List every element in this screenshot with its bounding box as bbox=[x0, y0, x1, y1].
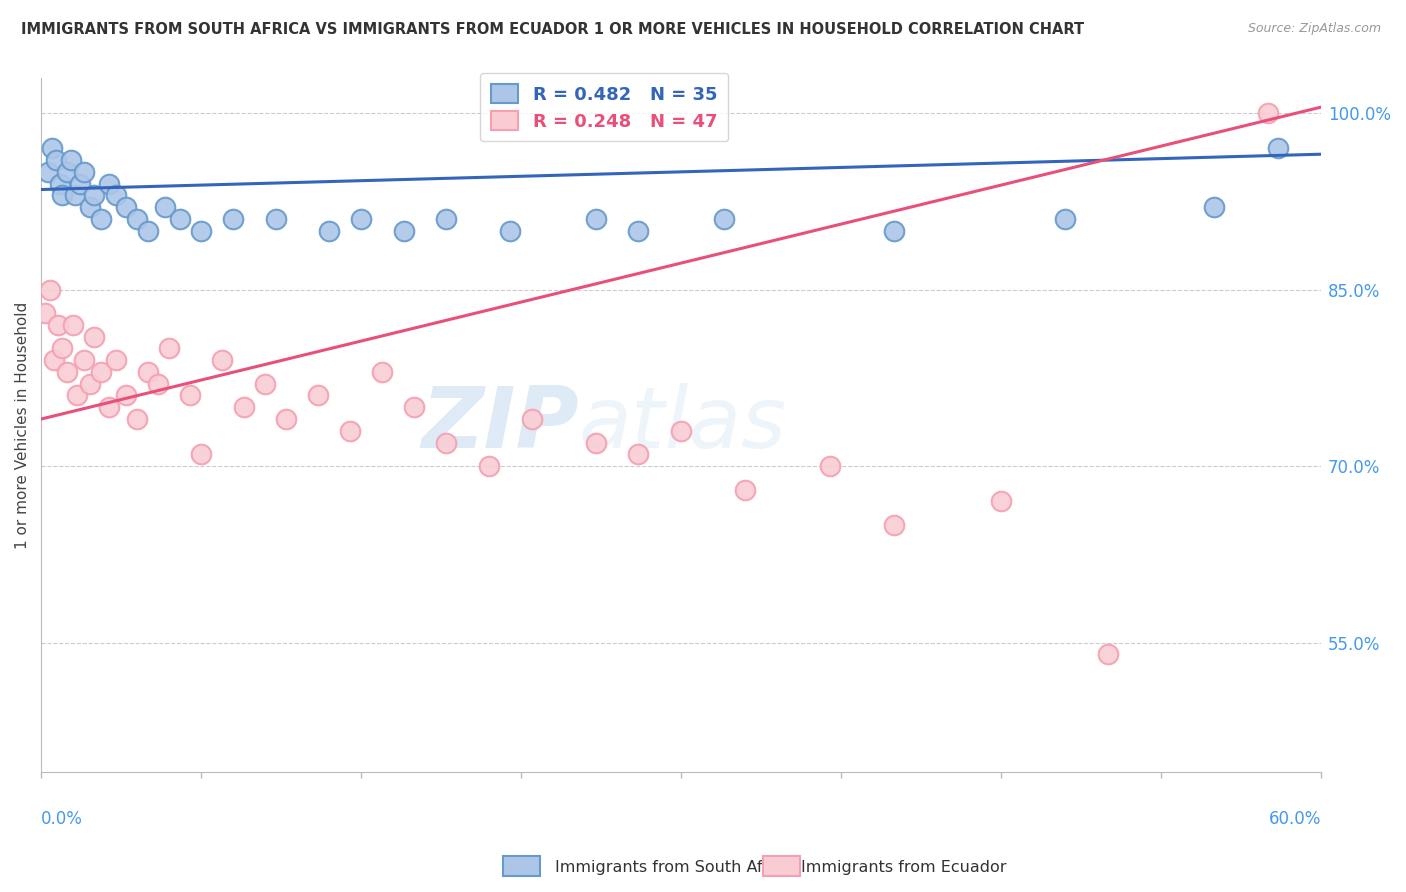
Point bbox=[350, 211, 373, 226]
Text: Immigrants from South Africa: Immigrants from South Africa bbox=[555, 860, 793, 874]
Point bbox=[83, 188, 105, 202]
Point bbox=[1267, 141, 1289, 155]
Point bbox=[38, 283, 60, 297]
Point bbox=[34, 306, 56, 320]
Text: IMMIGRANTS FROM SOUTH AFRICA VS IMMIGRANTS FROM ECUADOR 1 OR MORE VEHICLES IN HO: IMMIGRANTS FROM SOUTH AFRICA VS IMMIGRAN… bbox=[21, 22, 1084, 37]
Point bbox=[55, 165, 77, 179]
Point bbox=[79, 376, 101, 391]
Point bbox=[520, 412, 543, 426]
Point bbox=[45, 153, 67, 167]
Point bbox=[307, 388, 329, 402]
Point bbox=[136, 224, 159, 238]
Point bbox=[153, 200, 176, 214]
Text: Immigrants from Ecuador: Immigrants from Ecuador bbox=[801, 860, 1007, 874]
Point bbox=[115, 200, 138, 214]
Point bbox=[211, 353, 233, 368]
Point bbox=[436, 211, 458, 226]
Point bbox=[66, 388, 89, 402]
Text: 60.0%: 60.0% bbox=[1268, 810, 1322, 829]
Point bbox=[883, 518, 905, 533]
Point bbox=[1054, 211, 1077, 226]
Point bbox=[157, 342, 180, 356]
Point bbox=[478, 459, 501, 474]
Point bbox=[713, 211, 735, 226]
Point bbox=[318, 224, 340, 238]
Point bbox=[148, 376, 170, 391]
Point bbox=[90, 211, 112, 226]
Point bbox=[69, 177, 91, 191]
Point bbox=[339, 424, 361, 438]
Point bbox=[404, 401, 426, 415]
Point bbox=[669, 424, 692, 438]
Point bbox=[222, 211, 245, 226]
Point bbox=[62, 318, 84, 332]
Point bbox=[371, 365, 394, 379]
Point bbox=[585, 435, 607, 450]
Point bbox=[98, 177, 121, 191]
Point bbox=[59, 153, 82, 167]
Point bbox=[179, 388, 201, 402]
Point bbox=[1257, 106, 1279, 120]
Point bbox=[254, 376, 277, 391]
Point bbox=[65, 188, 87, 202]
Point bbox=[136, 365, 159, 379]
Text: Source: ZipAtlas.com: Source: ZipAtlas.com bbox=[1247, 22, 1381, 36]
Point bbox=[51, 188, 73, 202]
Point bbox=[232, 401, 254, 415]
Point bbox=[276, 412, 298, 426]
Point bbox=[169, 211, 191, 226]
Point bbox=[190, 447, 212, 461]
Y-axis label: 1 or more Vehicles in Household: 1 or more Vehicles in Household bbox=[15, 301, 30, 549]
Point bbox=[436, 435, 458, 450]
Point bbox=[1204, 200, 1226, 214]
Text: 0.0%: 0.0% bbox=[41, 810, 83, 829]
Point bbox=[55, 365, 77, 379]
Point bbox=[585, 211, 607, 226]
Point bbox=[98, 401, 121, 415]
Point bbox=[820, 459, 842, 474]
Point bbox=[83, 329, 105, 343]
Legend: R = 0.482   N = 35, R = 0.248   N = 47: R = 0.482 N = 35, R = 0.248 N = 47 bbox=[481, 73, 728, 142]
Text: atlas: atlas bbox=[579, 384, 787, 467]
Point bbox=[42, 353, 65, 368]
Point bbox=[115, 388, 138, 402]
Point bbox=[73, 165, 96, 179]
Point bbox=[264, 211, 287, 226]
Point bbox=[1097, 648, 1119, 662]
Point bbox=[883, 224, 905, 238]
Point bbox=[104, 353, 127, 368]
Point bbox=[990, 494, 1012, 508]
Point bbox=[734, 483, 756, 497]
Point bbox=[41, 141, 63, 155]
Point bbox=[46, 318, 69, 332]
Point bbox=[190, 224, 212, 238]
Point bbox=[37, 165, 59, 179]
Point bbox=[49, 177, 72, 191]
Point bbox=[104, 188, 127, 202]
Point bbox=[499, 224, 522, 238]
Text: ZIP: ZIP bbox=[420, 384, 579, 467]
Point bbox=[79, 200, 101, 214]
Point bbox=[51, 342, 73, 356]
Point bbox=[392, 224, 415, 238]
Point bbox=[90, 365, 112, 379]
Point bbox=[627, 224, 650, 238]
Point bbox=[627, 447, 650, 461]
Point bbox=[127, 211, 149, 226]
Point bbox=[73, 353, 96, 368]
Point bbox=[127, 412, 149, 426]
